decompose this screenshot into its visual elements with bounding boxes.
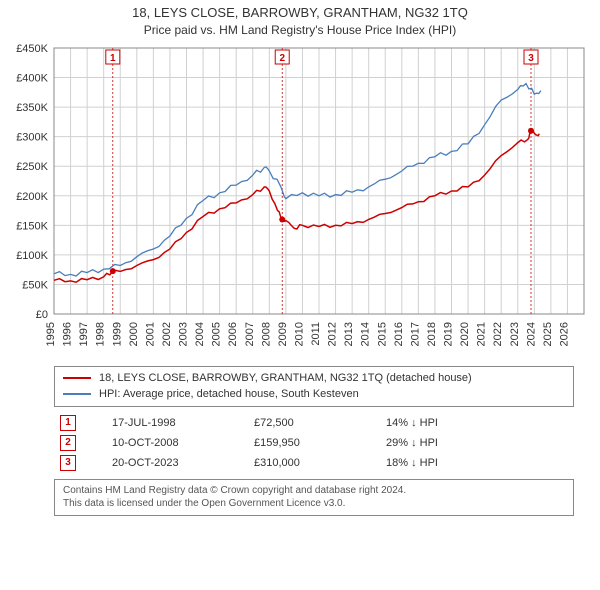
- table-row: 2 10-OCT-2008 £159,950 29% ↓ HPI: [54, 433, 574, 453]
- legend-label: HPI: Average price, detached house, Sout…: [99, 386, 359, 403]
- footnote-line: This data is licensed under the Open Gov…: [63, 497, 565, 511]
- table-row: 3 20-OCT-2023 £310,000 18% ↓ HPI: [54, 453, 574, 473]
- footnote-line: Contains HM Land Registry data © Crown c…: [63, 484, 565, 498]
- svg-text:£450K: £450K: [16, 43, 48, 55]
- svg-text:1997: 1997: [78, 322, 90, 346]
- svg-text:2003: 2003: [178, 322, 190, 346]
- svg-text:3: 3: [528, 53, 534, 64]
- svg-text:2021: 2021: [476, 322, 488, 346]
- svg-text:2016: 2016: [393, 322, 405, 346]
- event-delta: 18% ↓ HPI: [380, 453, 574, 473]
- event-delta: 14% ↓ HPI: [380, 413, 574, 433]
- svg-text:2019: 2019: [443, 322, 455, 346]
- svg-text:£350K: £350K: [16, 102, 48, 114]
- svg-text:2007: 2007: [244, 322, 256, 346]
- chart-title: 18, LEYS CLOSE, BARROWBY, GRANTHAM, NG32…: [6, 4, 594, 22]
- event-date: 17-JUL-1998: [106, 413, 248, 433]
- table-row: 1 17-JUL-1998 £72,500 14% ↓ HPI: [54, 413, 574, 433]
- price-chart: £0 £50K £100K £150K £200K £250K £300K £350K £400…: [6, 42, 594, 358]
- event-date: 10-OCT-2008: [106, 433, 248, 453]
- svg-text:1998: 1998: [95, 322, 107, 346]
- event-price: £159,950: [248, 433, 380, 453]
- svg-text:2004: 2004: [194, 322, 206, 346]
- svg-text:2006: 2006: [227, 322, 239, 346]
- svg-text:1999: 1999: [111, 322, 123, 346]
- legend-item: 18, LEYS CLOSE, BARROWBY, GRANTHAM, NG32…: [63, 370, 565, 387]
- svg-text:2015: 2015: [376, 322, 388, 346]
- svg-text:£100K: £100K: [16, 250, 48, 262]
- chart-subtitle: Price paid vs. HM Land Registry's House …: [6, 22, 594, 38]
- legend-item: HPI: Average price, detached house, Sout…: [63, 386, 565, 403]
- svg-text:2005: 2005: [211, 322, 223, 346]
- svg-text:£400K: £400K: [16, 72, 48, 84]
- event-price: £72,500: [248, 413, 380, 433]
- svg-text:2025: 2025: [542, 322, 554, 346]
- svg-text:2024: 2024: [525, 322, 537, 346]
- svg-text:2002: 2002: [161, 322, 173, 346]
- svg-text:1995: 1995: [45, 322, 57, 346]
- svg-text:£150K: £150K: [16, 220, 48, 232]
- svg-text:2011: 2011: [310, 322, 322, 346]
- svg-text:2: 2: [279, 53, 285, 64]
- svg-text:2014: 2014: [360, 322, 372, 346]
- svg-text:2008: 2008: [260, 322, 272, 346]
- svg-text:£300K: £300K: [16, 131, 48, 143]
- license-footnote: Contains HM Land Registry data © Crown c…: [54, 479, 574, 516]
- event-date: 20-OCT-2023: [106, 453, 248, 473]
- svg-text:1996: 1996: [62, 322, 74, 346]
- event-marker-icon: 1: [60, 415, 76, 431]
- svg-text:1: 1: [110, 53, 116, 64]
- svg-text:2001: 2001: [144, 322, 156, 346]
- event-marker-icon: 2: [60, 435, 76, 451]
- svg-text:2013: 2013: [343, 322, 355, 346]
- event-marker-icon: 3: [60, 455, 76, 471]
- svg-text:2026: 2026: [558, 322, 570, 346]
- svg-text:2022: 2022: [492, 322, 504, 346]
- event-price: £310,000: [248, 453, 380, 473]
- legend-label: 18, LEYS CLOSE, BARROWBY, GRANTHAM, NG32…: [99, 370, 472, 387]
- svg-text:£200K: £200K: [16, 191, 48, 203]
- svg-text:2023: 2023: [509, 322, 521, 346]
- svg-text:2010: 2010: [293, 322, 305, 346]
- svg-text:£50K: £50K: [22, 279, 48, 291]
- svg-text:2017: 2017: [409, 322, 421, 346]
- event-delta: 29% ↓ HPI: [380, 433, 574, 453]
- chart-legend: 18, LEYS CLOSE, BARROWBY, GRANTHAM, NG32…: [54, 366, 574, 407]
- svg-text:2018: 2018: [426, 322, 438, 346]
- legend-swatch: [63, 393, 91, 395]
- svg-text:2020: 2020: [459, 322, 471, 346]
- legend-swatch: [63, 377, 91, 379]
- svg-text:2000: 2000: [128, 322, 140, 346]
- svg-text:£0: £0: [36, 309, 48, 321]
- sale-events-table: 1 17-JUL-1998 £72,500 14% ↓ HPI 2 10-OCT…: [54, 413, 574, 473]
- svg-text:£250K: £250K: [16, 161, 48, 173]
- svg-text:2009: 2009: [277, 322, 289, 346]
- svg-text:2012: 2012: [327, 322, 339, 346]
